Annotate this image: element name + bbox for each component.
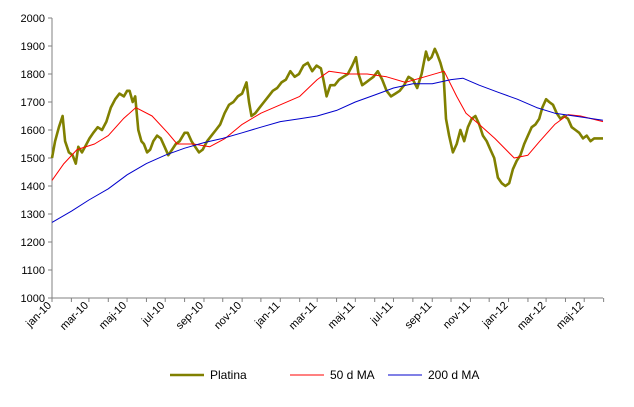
x-tick-label: jan-12	[480, 300, 511, 331]
y-tick-label: 1000	[21, 293, 45, 305]
x-tick-label: mar-10	[58, 300, 91, 333]
x-tick-label: mar-11	[287, 300, 320, 333]
y-tick-label: 1200	[21, 237, 45, 249]
x-tick-label: maj-10	[97, 300, 129, 332]
x-axis: jan-10 mar-10 maj-10 jul-10 sep-10 nov-10 jan-…	[23, 297, 605, 333]
y-tick-label: 1800	[21, 69, 45, 81]
x-tick-label: jan-11	[252, 300, 282, 330]
y-tick-label: 1900	[21, 41, 45, 53]
x-tick-label: nov-10	[212, 300, 244, 332]
y-tick-label: 1100	[21, 265, 45, 277]
legend-label: Platina	[210, 368, 247, 382]
x-tick-label: sep-11	[403, 300, 435, 332]
x-tick-label: maj-12	[554, 300, 586, 332]
x-tick-label: maj-11	[326, 300, 358, 332]
y-tick-label: 1700	[21, 97, 45, 109]
y-tick-label: 1500	[21, 153, 45, 165]
x-tick-label: jul-11	[368, 300, 396, 328]
series-line-50-d-ma	[51, 70, 604, 181]
legend: Platina 50 d MA 200 d MA	[170, 368, 479, 382]
x-tick-label: jul-10	[139, 300, 167, 328]
series-line-platina	[50, 47, 603, 188]
y-axis: 1000 1100 1200 1300 1400 1500 1600 1700 1800 1900…	[21, 13, 53, 305]
x-tick-label: sep-10	[174, 300, 206, 332]
plot-lines	[50, 47, 604, 223]
y-tick-label: 1400	[21, 181, 45, 193]
series-line-200-d-ma	[51, 77, 604, 223]
legend-label: 50 d MA	[330, 368, 375, 382]
y-tick-label: 2000	[21, 13, 45, 25]
x-tick-label: mar-12	[515, 300, 548, 333]
y-tick-label: 1300	[21, 209, 45, 221]
legend-label: 200 d MA	[428, 368, 479, 382]
x-tick-label: nov-11	[441, 300, 473, 332]
y-tick-label: 1600	[21, 125, 45, 137]
